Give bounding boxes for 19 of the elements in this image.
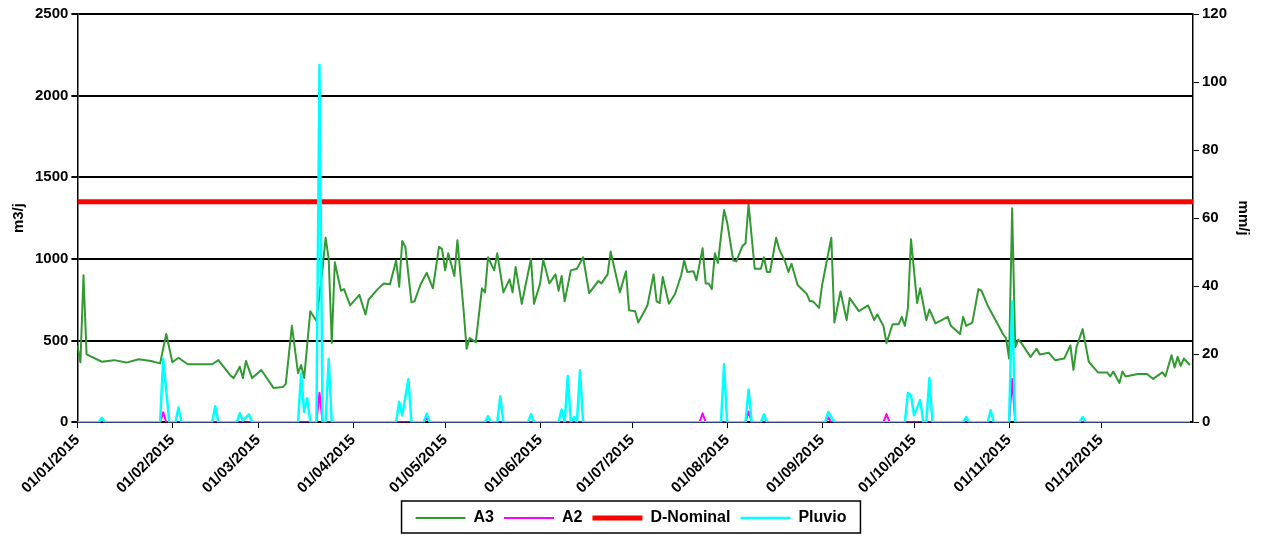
y-tick-label: 2500	[34, 4, 69, 22]
y-tick-label: 1500	[34, 167, 69, 185]
y-tick-label: 1000	[34, 249, 69, 267]
y2-tick-label: 60	[1201, 208, 1219, 226]
y-tick-label: 2000	[34, 85, 69, 103]
y-tick-label: 500	[43, 330, 69, 348]
legend-label: A3	[473, 508, 495, 526]
y2-tick-label: 80	[1201, 140, 1219, 158]
legend-label: D-Nominal	[650, 508, 731, 526]
y2-tick-label: 40	[1201, 276, 1219, 294]
y2-tick-label: 100	[1201, 72, 1227, 90]
y-axis-title: m3/j	[9, 203, 27, 234]
y2-axis-title: mm/j	[1235, 200, 1253, 236]
legend-label: Pluvio	[798, 508, 847, 526]
y2-tick-label: 0	[1201, 412, 1211, 430]
y2-tick-label: 120	[1201, 4, 1227, 22]
legend-label: A2	[562, 508, 583, 526]
y-tick-label: 0	[60, 412, 69, 430]
y2-tick-label: 20	[1201, 344, 1219, 362]
